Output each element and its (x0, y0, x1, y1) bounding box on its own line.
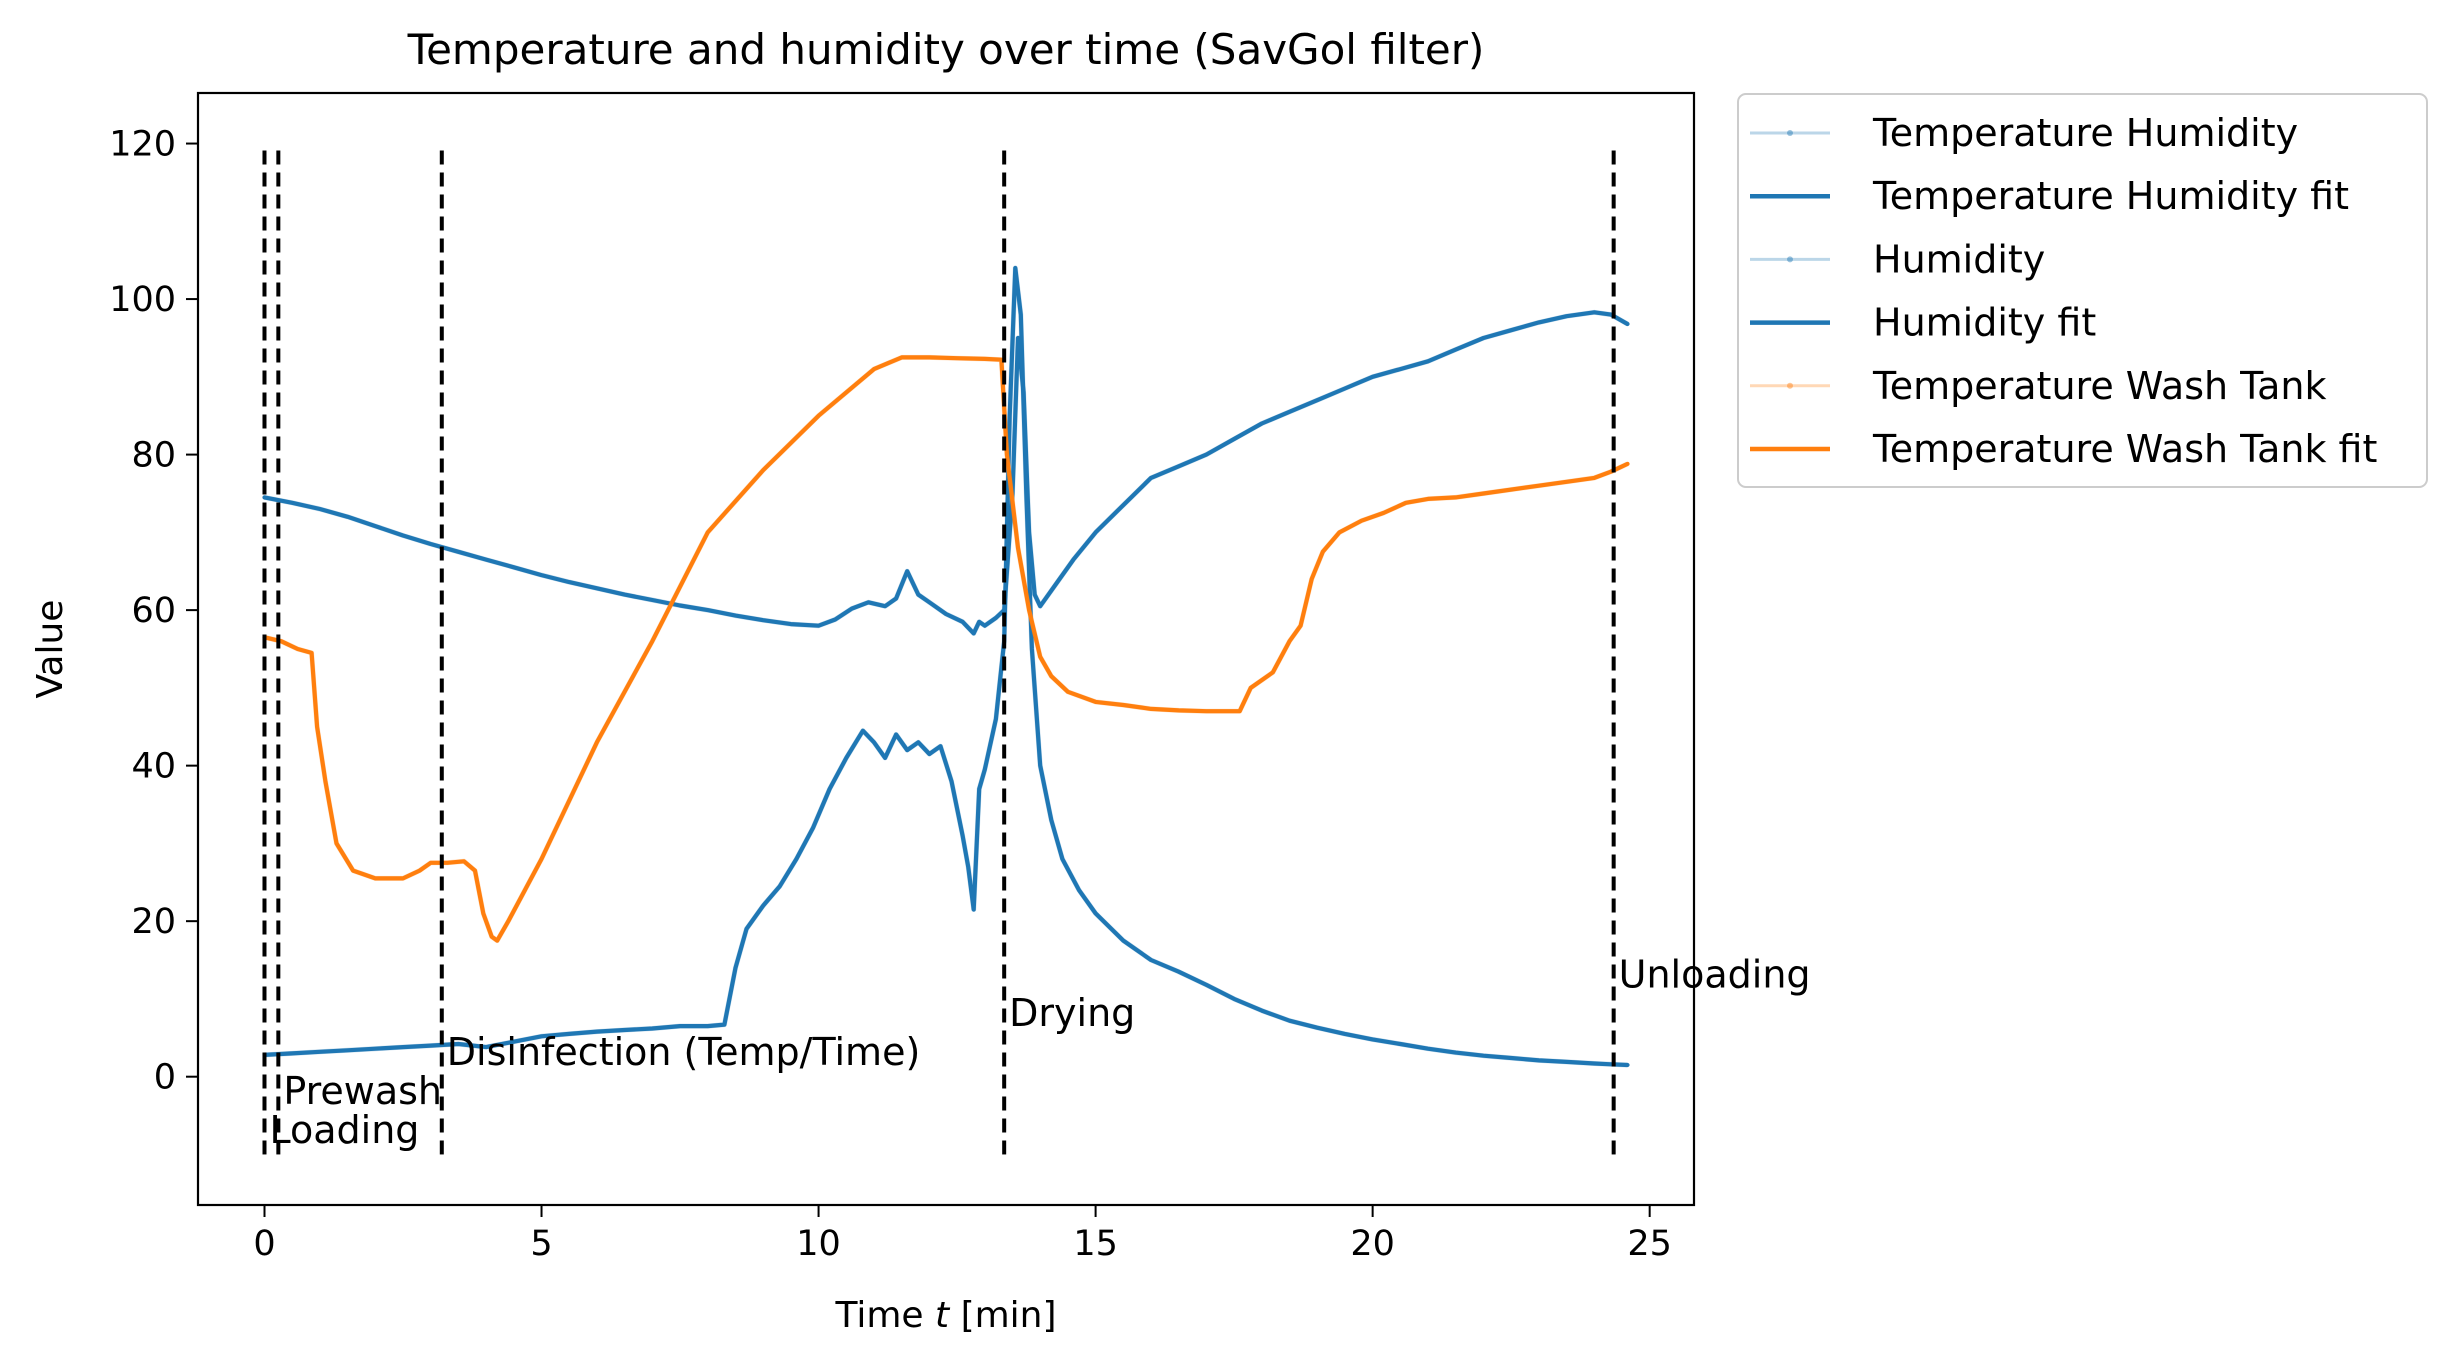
y-tick-label: 20 (131, 902, 176, 942)
legend-entry-temperature-wash-tank: Temperature Wash Tank (1750, 364, 2326, 408)
x-tick-label: 25 (1627, 1224, 1672, 1264)
plot-area-frame (196, 91, 1696, 1207)
phase-label-drying: Drying (1009, 991, 1135, 1035)
x-axis-label-prefix: Time (834, 1295, 935, 1336)
x-axis-label-variable: t (935, 1295, 951, 1336)
legend-entry-temperature-wash-tank-fit: Temperature Wash Tank fit (1750, 427, 2377, 471)
x-tick-label: 15 (1073, 1224, 1118, 1264)
y-tick-label: 0 (154, 1058, 176, 1098)
chart-title: Temperature and humidity over time (SavG… (407, 25, 1485, 74)
series-layer (262, 265, 1630, 1068)
phase-label-loading: Loading (269, 1108, 419, 1152)
legend-entry-humidity-fit: Humidity fit (1750, 301, 2096, 345)
phase-label-unloading: Unloading (1619, 952, 1811, 996)
legend-frame (1737, 93, 2428, 488)
y-axis-ticks: 0 20 40 60 80 100 120 (109, 125, 198, 1098)
series-line-humidity-fit (262, 265, 1630, 1068)
x-axis-label: Time t [min] (834, 1295, 1056, 1336)
phase-label-prewash: Prewash (283, 1069, 442, 1113)
legend-label: Temperature Wash Tank fit (1872, 427, 2377, 471)
x-tick-label: 10 (796, 1224, 841, 1264)
series-line-temperature-humidity-fit (262, 310, 1630, 636)
x-tick-label: 0 (253, 1224, 275, 1264)
legend: Temperature Humidity Temperature Humidity… (1737, 93, 2428, 488)
legend-entry-humidity: Humidity (1750, 237, 2045, 281)
x-axis-ticks: 0 5 10 15 20 25 (253, 1205, 1672, 1264)
legend-marker (1787, 382, 1793, 389)
legend-marker (1787, 130, 1793, 136)
x-tick-label: 20 (1350, 1224, 1395, 1264)
y-axis-label: Value (30, 600, 71, 699)
y-tick-label: 120 (109, 125, 176, 165)
legend-label: Humidity (1873, 237, 2045, 281)
series-line-temperature-wash-tank-fit (262, 355, 1630, 943)
x-axis-label-suffix: [min] (949, 1295, 1056, 1336)
x-tick-label: 5 (530, 1224, 552, 1264)
legend-label: Temperature Humidity (1872, 111, 2298, 155)
legend-entry-temperature-humidity: Temperature Humidity (1750, 111, 2298, 155)
y-tick-label: 60 (131, 591, 176, 631)
legend-label: Temperature Humidity fit (1872, 174, 2349, 218)
legend-entry-temperature-humidity-fit: Temperature Humidity fit (1750, 174, 2349, 218)
phase-label-disinfection-temp-time: Disinfection (Temp/Time) (447, 1030, 921, 1074)
y-tick-label: 100 (109, 280, 176, 320)
y-tick-label: 80 (131, 436, 176, 476)
legend-label: Humidity fit (1873, 301, 2096, 345)
legend-label: Temperature Wash Tank (1872, 364, 2326, 408)
legend-marker (1787, 256, 1793, 263)
y-tick-label: 40 (131, 747, 176, 787)
